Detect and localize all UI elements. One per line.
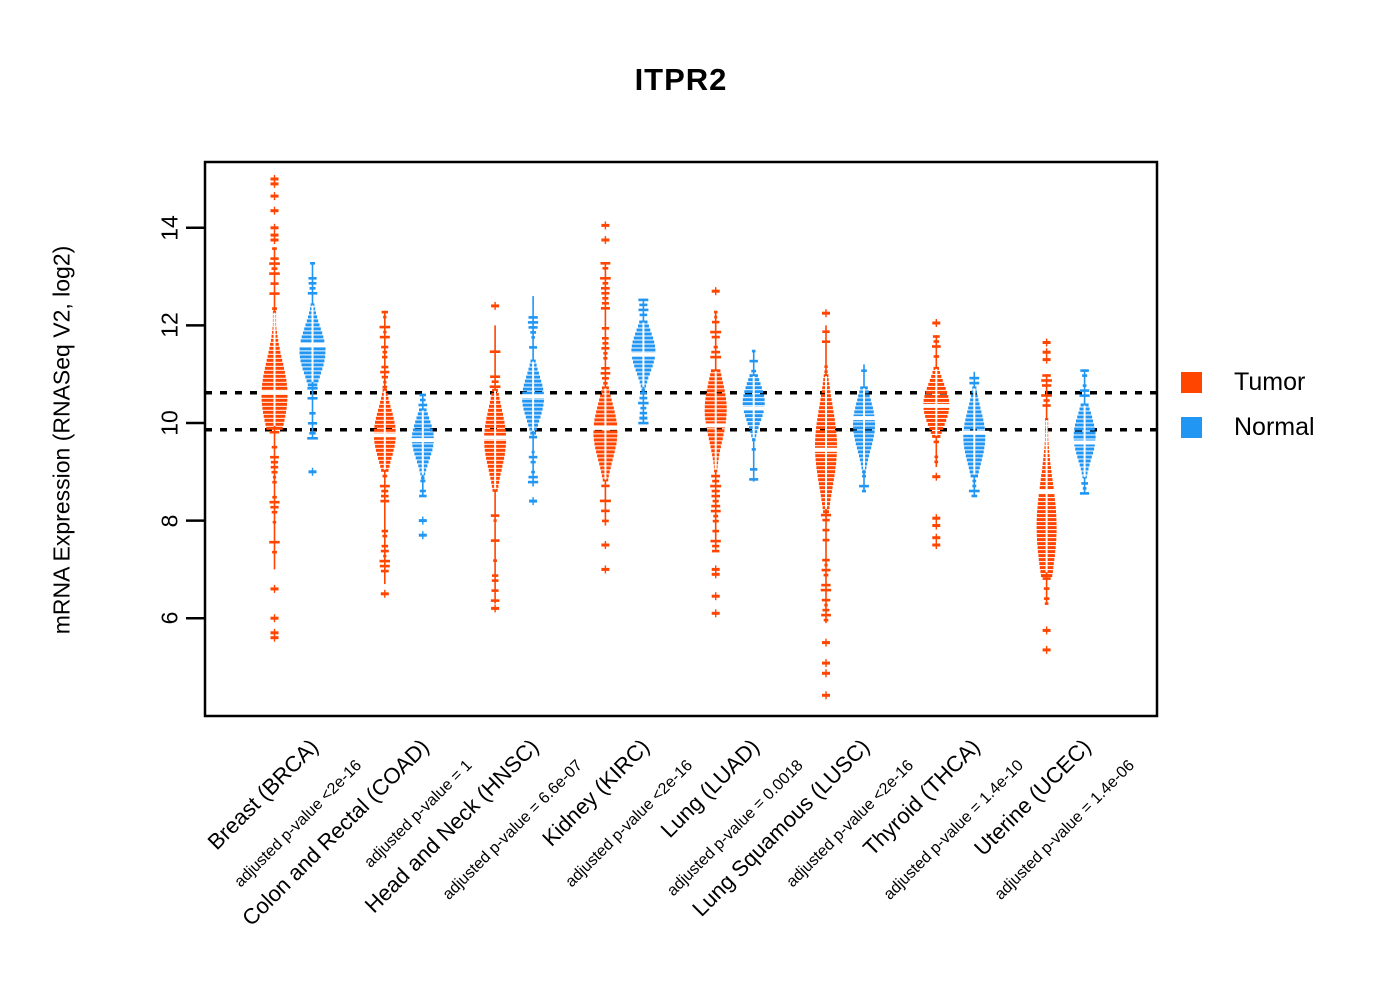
y-tick-label-10: 10 [156,410,183,436]
chart-title: ITPR2 [634,62,728,97]
y-axis-label: mRNA Expression (RNASeq V2, log2) [48,245,75,635]
legend-item-tumor: Tumor [1181,368,1315,397]
normal-legend-label: Normal [1234,413,1315,441]
tumor-swatch [1181,372,1202,393]
legend-item-normal: Normal [1181,413,1315,442]
y-tick-label-8: 8 [156,514,183,527]
y-tick-label-12: 12 [156,312,183,339]
legend: Tumor Normal [1181,368,1315,458]
y-tick-label-6: 6 [156,611,183,625]
tumor-legend-label: Tumor [1234,368,1306,396]
normal-swatch [1181,417,1202,438]
y-tick-label-14: 14 [156,215,183,241]
